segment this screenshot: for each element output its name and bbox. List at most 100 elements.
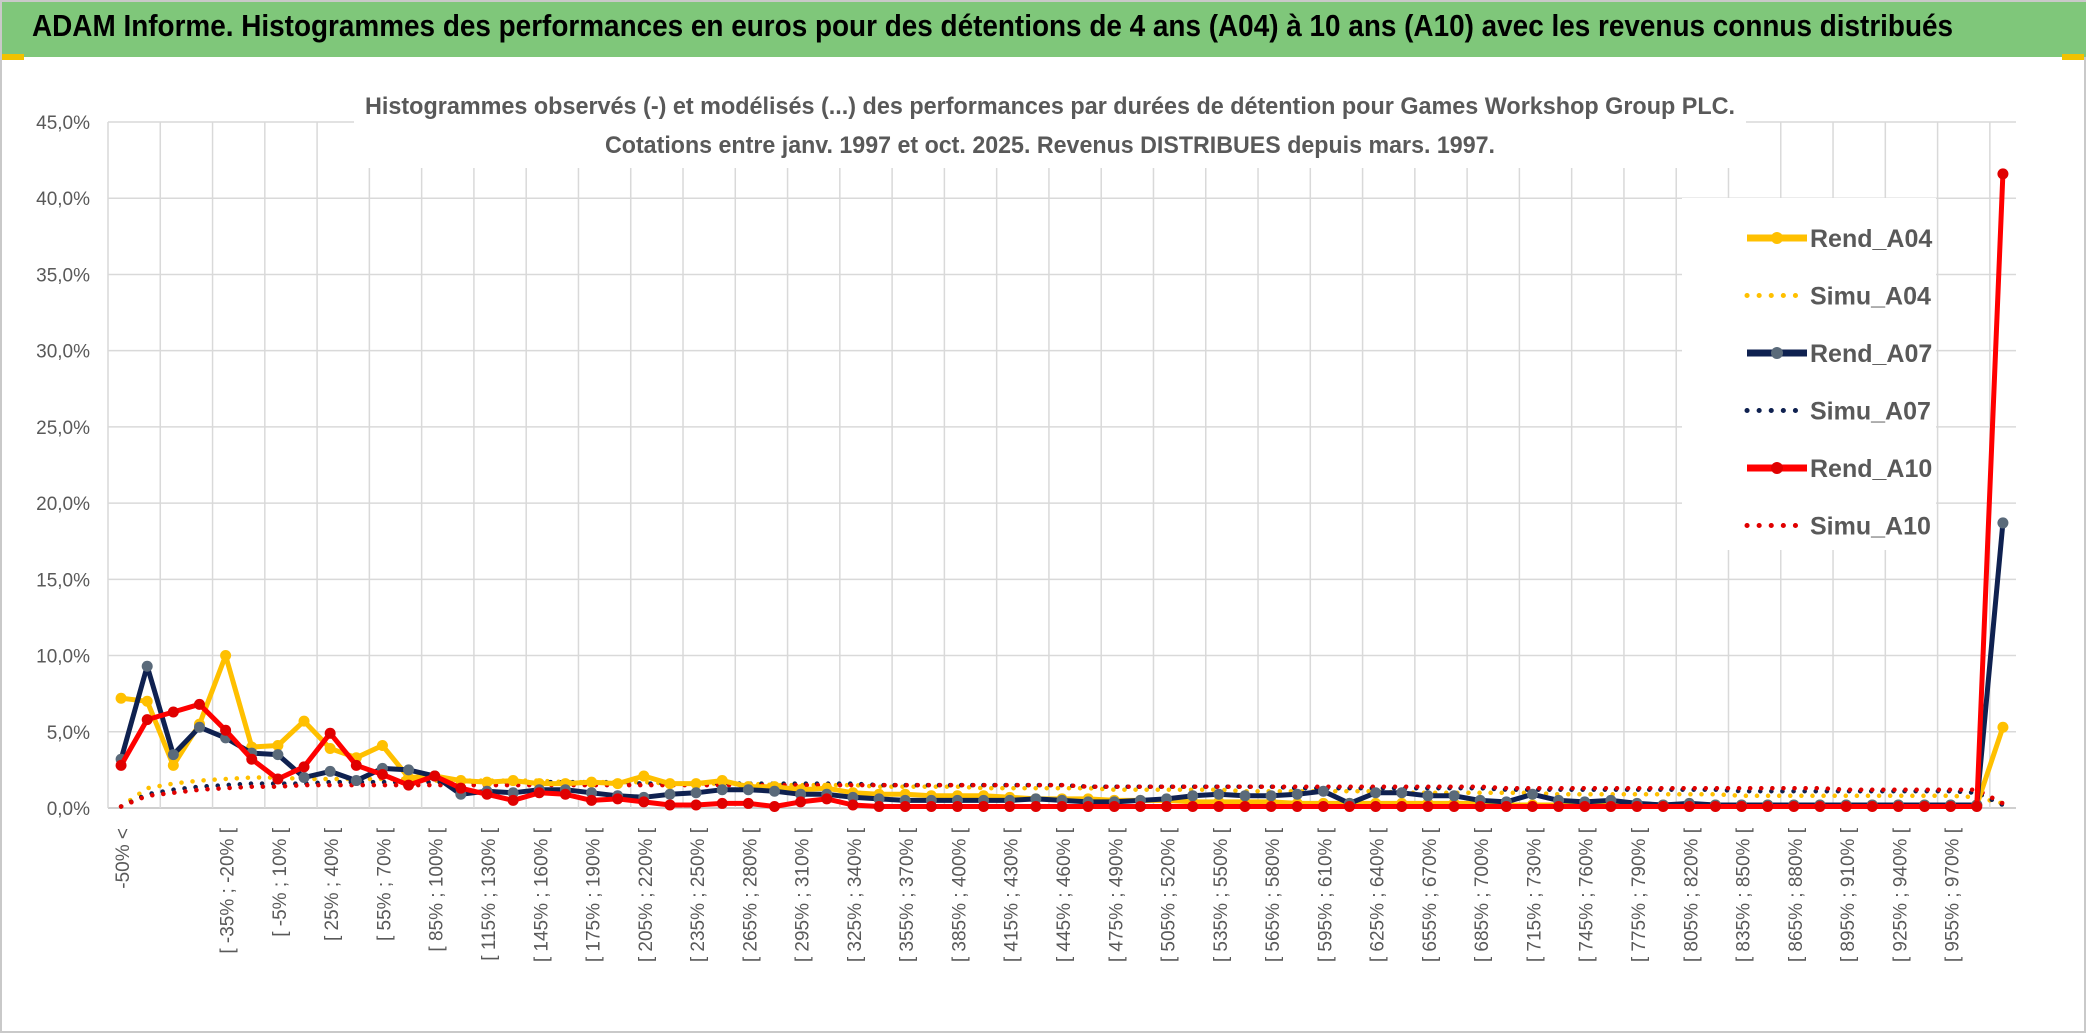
data-point-rend-a10: [1474, 800, 1486, 812]
data-point-rend-a10: [1919, 800, 1931, 812]
x-tick-label: [ 535% ; 550% [: [1211, 827, 1232, 962]
data-point-rend-a07: [1526, 788, 1538, 800]
data-point-rend-a10: [1683, 800, 1695, 812]
legend-label: Simu_A10: [1810, 513, 1931, 541]
legend-marker: [1771, 347, 1783, 359]
data-point-rend-a10: [141, 714, 153, 726]
data-point-rend-a10: [1396, 800, 1408, 812]
data-point-rend-a10: [1945, 800, 1957, 812]
data-point-rend-a10: [1788, 800, 1800, 812]
x-tick-label: [ 655% ; 670% [: [1420, 827, 1441, 962]
x-tick-label: [ -35% ; -20% [: [218, 827, 239, 953]
data-point-rend-a10: [978, 800, 990, 812]
data-point-rend-a04: [376, 739, 388, 751]
data-point-rend-a07: [1239, 790, 1251, 802]
data-point-rend-a07: [1317, 785, 1329, 797]
data-point-rend-a07: [1187, 790, 1199, 802]
data-point-rend-a10: [795, 796, 807, 808]
y-tick-label: 20,0%: [36, 494, 90, 515]
data-point-rend-a07: [1422, 790, 1434, 802]
series-line-simu-a10: [118, 782, 2006, 809]
x-tick-label: [ 565% ; 580% [: [1263, 827, 1284, 962]
data-point-rend-a07: [873, 793, 885, 805]
legend-marker: [1771, 232, 1783, 244]
legend-label: Rend_A04: [1810, 225, 1932, 253]
y-tick-label: 40,0%: [36, 189, 90, 210]
x-tick-label: [ 685% ; 700% [: [1472, 827, 1493, 962]
x-tick-label: [ 625% ; 640% [: [1368, 827, 1389, 962]
data-point-rend-a10: [1709, 800, 1721, 812]
data-point-rend-a04: [586, 776, 598, 788]
data-point-rend-a07: [1448, 790, 1460, 802]
data-point-rend-a10: [350, 759, 362, 771]
chart-legend: Rend_A04 Simu_A04 Rend_A07 Simu_A07 Rend_A10…: [1682, 198, 1936, 550]
data-point-rend-a07: [1161, 793, 1173, 805]
y-tick-label: 25,0%: [36, 418, 90, 439]
y-tick-label: 30,0%: [36, 342, 90, 363]
x-tick-label: [ 25% ; 40% [: [322, 827, 343, 941]
legend-label: Simu_A04: [1810, 283, 1931, 311]
data-point-rend-a10: [1866, 800, 1878, 812]
x-tick-label: [ 145% ; 160% [: [531, 827, 552, 962]
data-point-rend-a07: [1370, 787, 1382, 799]
x-tick-label: [ 835% ; 850% [: [1734, 827, 1755, 962]
legend-label: Simu_A07: [1810, 398, 1931, 426]
data-point-rend-a10: [115, 759, 127, 771]
data-point-rend-a10: [768, 800, 780, 812]
data-point-rend-a10: [324, 727, 336, 739]
data-point-rend-a10: [376, 768, 388, 780]
x-tick-label: [ 865% ; 880% [: [1786, 827, 1807, 962]
x-tick-label: [ 55% ; 70% [: [374, 827, 395, 941]
data-point-rend-a04: [298, 715, 310, 727]
data-point-rend-a04: [638, 770, 650, 782]
data-point-rend-a10: [925, 800, 937, 812]
data-point-rend-a04: [141, 695, 153, 707]
data-point-rend-a10: [193, 698, 205, 710]
y-axis-ticks: 0,0% 5,0% 10,0% 15,0% 20,0% 25,0% 30,0% 35,0% 40…: [36, 113, 90, 820]
data-point-rend-a04: [1997, 721, 2009, 733]
legend-box: [1682, 198, 1936, 550]
data-point-rend-a10: [1134, 800, 1146, 812]
data-point-rend-a04: [455, 775, 467, 787]
legend-label: Rend_A07: [1810, 340, 1932, 368]
data-point-rend-a07: [716, 784, 728, 796]
data-point-rend-a10: [1004, 800, 1016, 812]
chart-subtitle: Cotations entre janv. 1997 et oct. 2025.…: [605, 132, 1495, 159]
data-point-rend-a07: [768, 785, 780, 797]
x-tick-label: [ 895% ; 910% [: [1838, 827, 1859, 962]
x-tick-label: [ -5% ; 10% [: [270, 827, 291, 936]
corner-accent-left: [2, 54, 24, 60]
x-tick-label: [ 295% ; 310% [: [793, 827, 814, 962]
x-tick-label: [ 445% ; 460% [: [1054, 827, 1075, 962]
data-point-rend-a07: [403, 764, 415, 776]
data-point-rend-a07: [167, 749, 179, 761]
x-tick-label: -50% <: [113, 828, 134, 889]
x-tick-label: [ 805% ; 820% [: [1681, 827, 1702, 962]
data-point-rend-a10: [612, 793, 624, 805]
data-point-rend-a10: [1344, 800, 1356, 812]
data-point-rend-a10: [455, 782, 467, 794]
data-point-rend-a10: [1814, 800, 1826, 812]
x-tick-label: [ 175% ; 190% [: [584, 827, 605, 962]
y-tick-label: 5,0%: [47, 723, 90, 744]
data-point-rend-a07: [1265, 790, 1277, 802]
data-point-rend-a10: [533, 787, 545, 799]
data-point-rend-a10: [1657, 800, 1669, 812]
y-tick-label: 0,0%: [47, 799, 90, 820]
data-point-rend-a04: [612, 778, 624, 790]
data-point-rend-a10: [1971, 800, 1983, 812]
x-tick-label: [ 235% ; 250% [: [688, 827, 709, 962]
data-point-rend-a10: [1213, 800, 1225, 812]
data-point-rend-a07: [350, 775, 362, 787]
data-point-rend-a04: [220, 650, 232, 662]
x-tick-label: [ 595% ; 610% [: [1315, 827, 1336, 962]
data-point-rend-a07: [1030, 793, 1042, 805]
x-tick-label: [ 325% ; 340% [: [845, 827, 866, 962]
data-point-rend-a04: [115, 692, 127, 704]
data-point-rend-a10: [1840, 800, 1852, 812]
data-point-rend-a10: [481, 788, 493, 800]
x-tick-label: [ 475% ; 490% [: [1106, 827, 1127, 962]
data-point-rend-a10: [507, 794, 519, 806]
